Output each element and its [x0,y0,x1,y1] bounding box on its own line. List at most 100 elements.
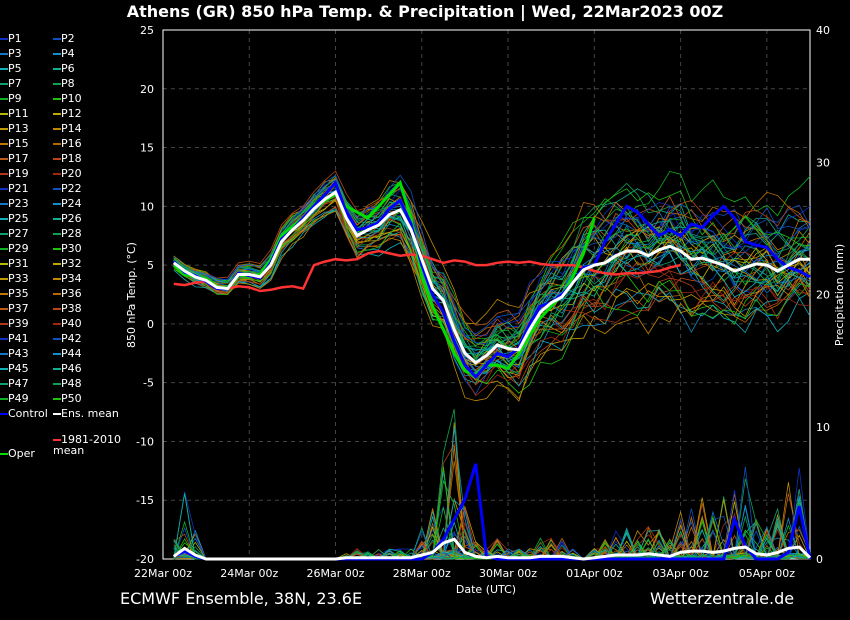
legend-label: Control [8,407,48,420]
x-tick-label: 30Mar 00z [479,567,537,580]
legend-item-p32: P32 [53,257,82,271]
x-tick-label: 28Mar 00z [393,567,451,580]
legend-item-p28: P28 [53,227,82,241]
legend-swatch [53,353,61,355]
legend-item-p3: P3 [0,47,22,61]
y-tick-label: -20 [136,553,154,566]
legend-item-p44: P44 [53,347,82,361]
legend-label: 1981-2010 mean [53,433,121,457]
legend-label: P8 [61,77,75,90]
legend-item-p37: P37 [0,302,29,316]
legend-swatch [0,278,8,280]
legend-item-p45: P45 [0,362,29,376]
legend-swatch [0,203,8,205]
member-precip-p10 [173,467,811,560]
legend-item-p46: P46 [53,362,82,376]
member-precip-p44 [173,427,811,560]
legend-swatch [53,158,61,160]
legend-swatch [53,248,61,250]
legend-item-p9: P9 [0,92,22,106]
legend-item-p21: P21 [0,182,29,196]
legend-swatch [0,158,8,160]
legend-swatch [53,308,61,310]
legend-label: P4 [61,47,75,60]
legend-swatch [0,53,8,55]
legend-label: P16 [61,137,82,150]
legend-label: P23 [8,197,29,210]
legend-item-p10: P10 [53,92,82,106]
legend-item-p1: P1 [0,32,22,46]
legend-label: P25 [8,212,29,225]
legend-swatch [53,83,61,85]
legend-swatch [53,38,61,40]
member-line-p42 [173,174,811,335]
y-tick-label: 5 [147,259,154,272]
legend-label: P49 [8,392,29,405]
member-line-p41 [173,184,811,345]
legend-label: P9 [8,92,22,105]
y-tick-label: 25 [140,24,154,37]
legend-item-p42: P42 [53,332,82,346]
legend-label: P18 [61,152,82,165]
legend-swatch [53,68,61,70]
legend-item-control: Control [0,407,48,421]
legend-item-p12: P12 [53,107,82,121]
climate-mean-line [173,249,681,293]
legend-item-p23: P23 [0,197,29,211]
legend-label: P34 [61,272,82,285]
x-tick-label: 05Apr 00z [739,567,796,580]
legend-swatch [53,293,61,295]
member-line-p50 [173,192,811,385]
y-axis-title: 850 hPa Temp. (°C) [125,242,138,348]
member-precip-p35 [173,445,811,560]
footer-model-info: ECMWF Ensemble, 38N, 23.6E [120,589,363,608]
legend-swatch [53,113,61,115]
legend-item-p22: P22 [53,182,82,196]
y-tick-label: -5 [143,377,154,390]
legend-label: P24 [61,197,82,210]
legend-label: P33 [8,272,29,285]
legend-swatch [0,113,8,115]
legend-swatch [0,233,8,235]
legend-label: P3 [8,47,22,60]
y-tick-label: 10 [140,200,154,213]
legend-swatch [53,173,61,175]
legend-label: Oper [8,447,35,460]
legend-item-p8: P8 [53,77,75,91]
legend-item-p29: P29 [0,242,29,256]
member-line-p34 [173,210,811,402]
legend-label: P19 [8,167,29,180]
member-precip-p50 [173,466,811,560]
legend-item-p38: P38 [53,302,82,316]
legend-label: P46 [61,362,82,375]
footer-site: Wetterzentrale.de [650,589,795,608]
legend-swatch [53,398,61,400]
x-tick-label: 03Apr 00z [652,567,709,580]
legend-label: P48 [61,377,82,390]
legend-label: P29 [8,242,29,255]
legend-item-p43: P43 [0,347,29,361]
legend-swatch [53,383,61,385]
legend-item-p30: P30 [53,242,82,256]
legend-swatch [0,98,8,100]
legend-label: P10 [61,92,82,105]
x-tick-label: 24Mar 00z [220,567,278,580]
y2-axis-title: Precipitation (mm) [833,244,846,346]
legend-label: P44 [61,347,82,360]
legend-label: P13 [8,122,29,135]
member-precip-p41 [173,467,811,560]
legend-label: P14 [61,122,82,135]
legend-label: P45 [8,362,29,375]
y-tick-label: 15 [140,142,154,155]
legend-swatch [0,248,8,250]
legend-label: P38 [61,302,82,315]
legend-swatch [53,278,61,280]
member-line-p30 [173,184,811,348]
legend-swatch [0,143,8,145]
legend-item-p20: P20 [53,167,82,181]
ens-mean-precip-line [172,537,812,561]
legend-label: P43 [8,347,29,360]
legend-label: P31 [8,257,29,270]
legend-label: P47 [8,377,29,390]
